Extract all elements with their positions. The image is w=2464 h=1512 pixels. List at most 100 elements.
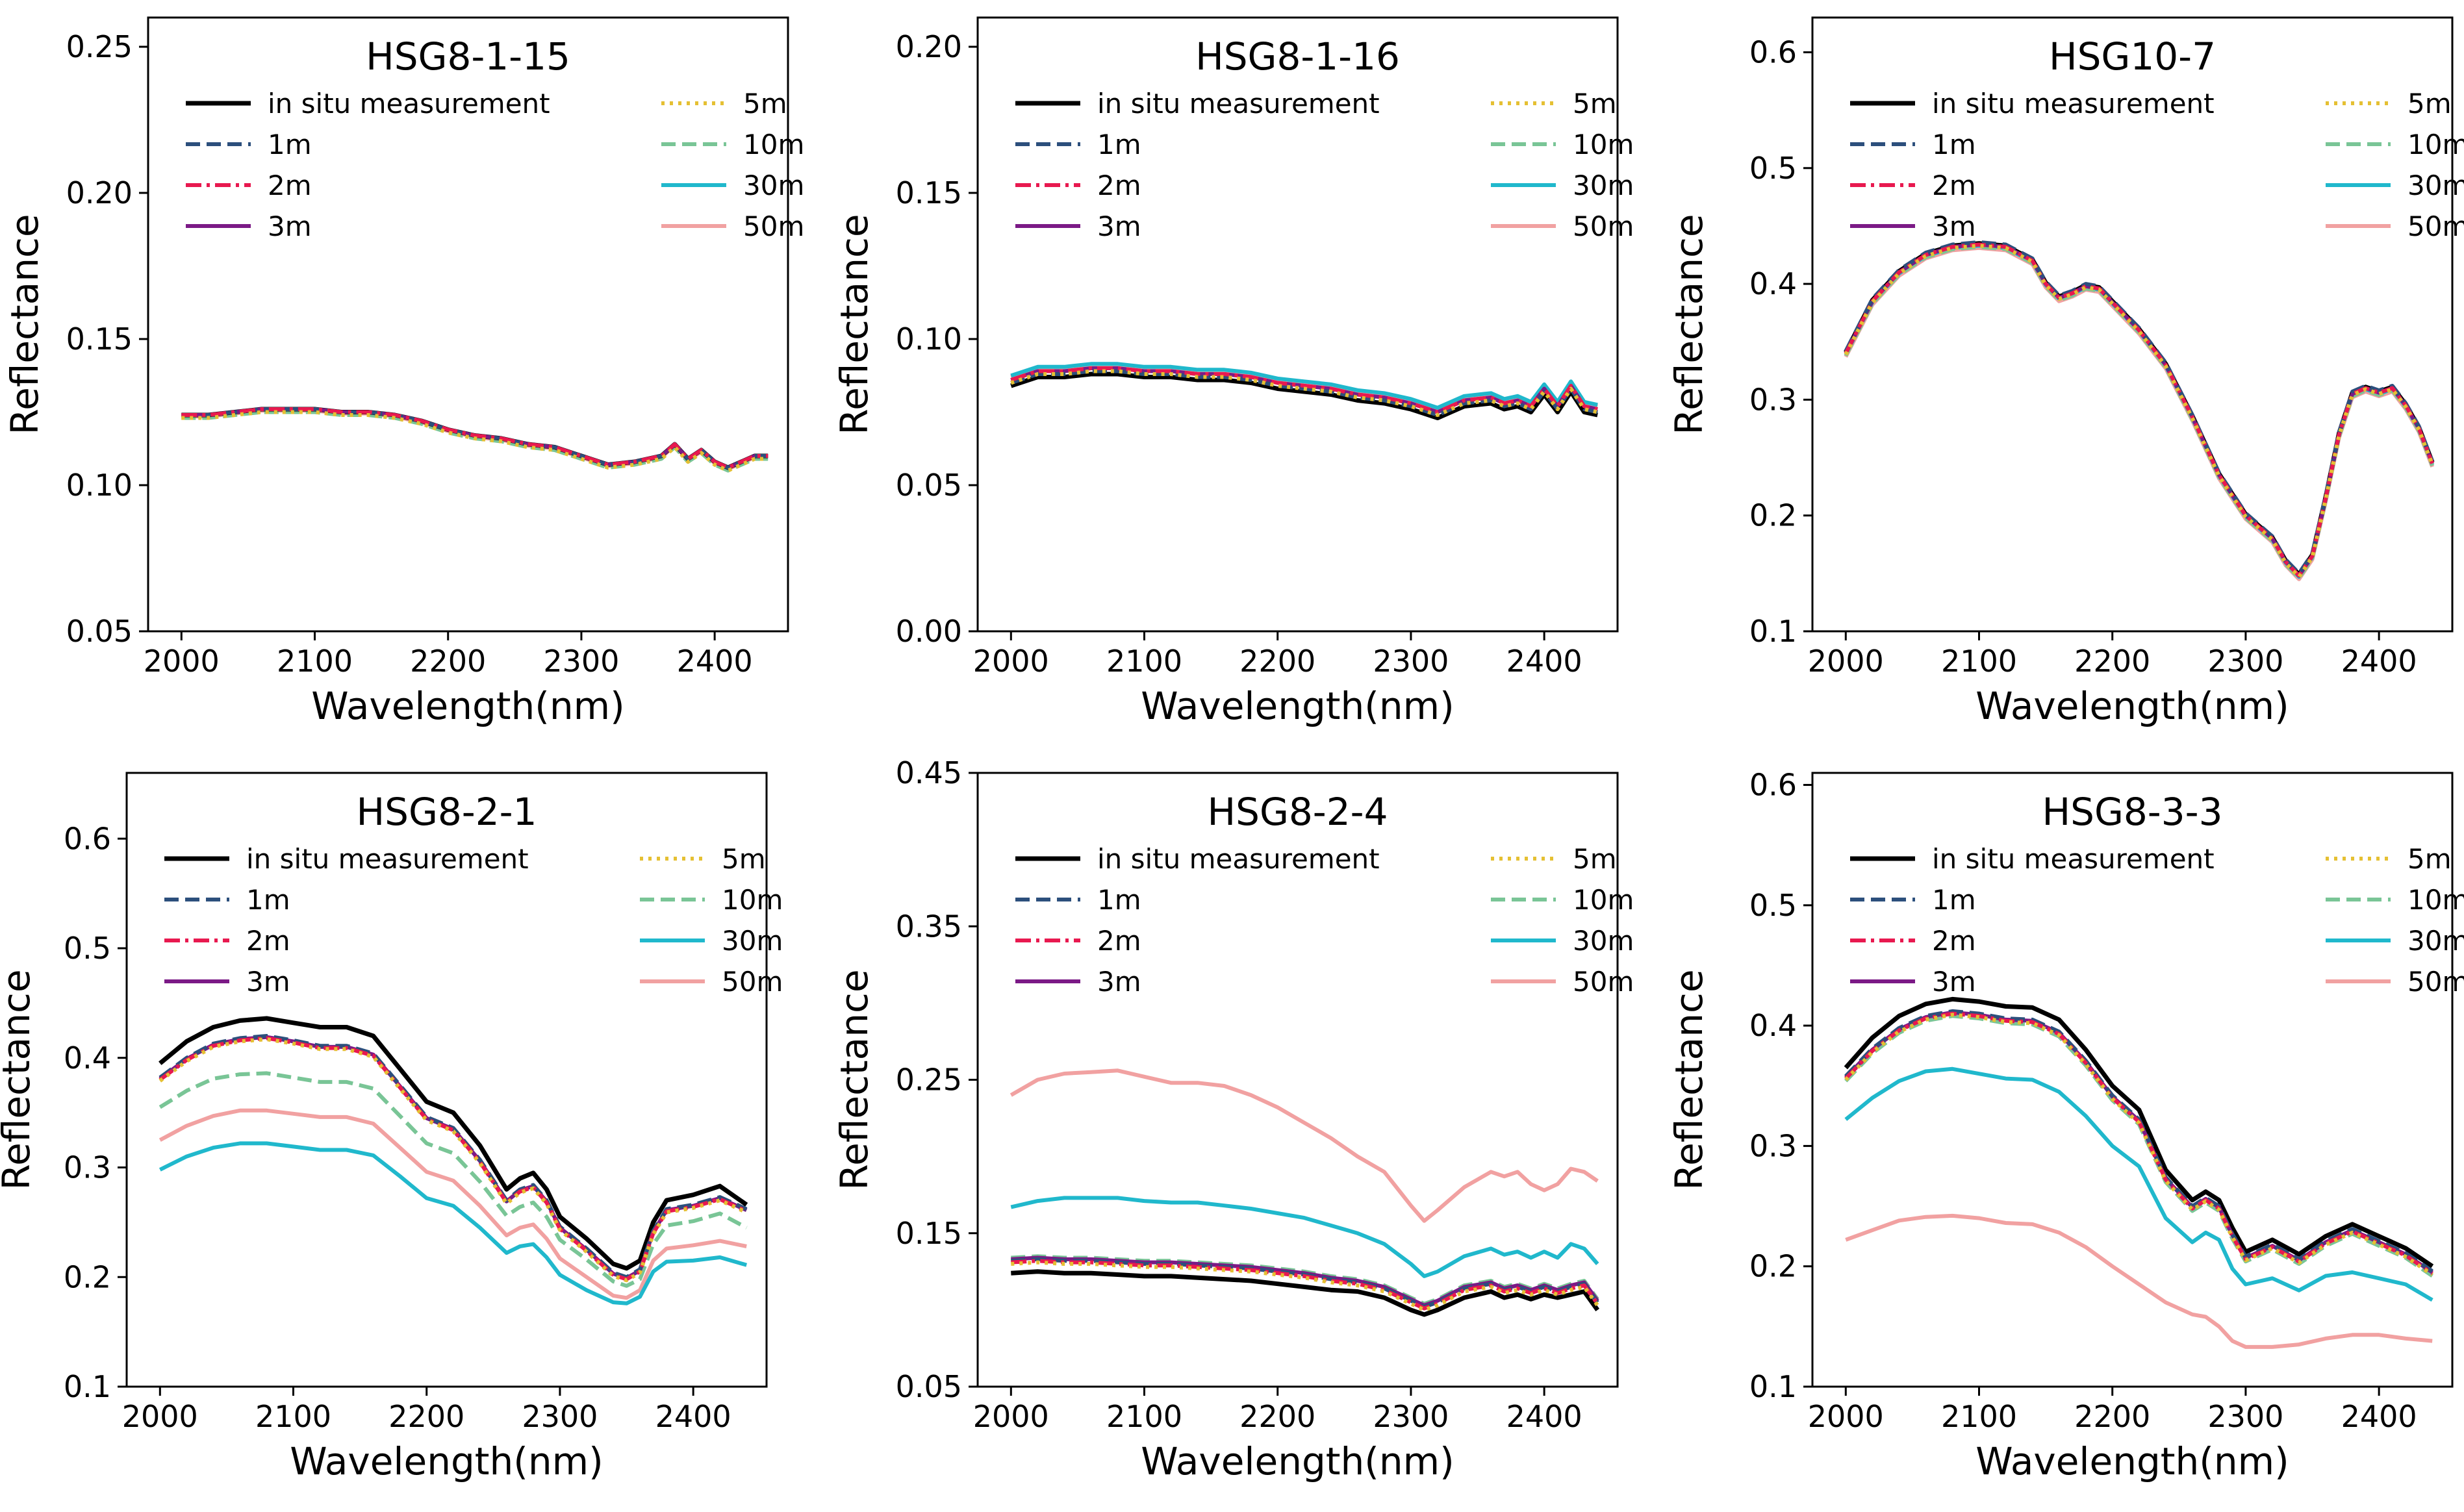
plot-frame (1811, 772, 2454, 1388)
x-tick-label: 2400 (677, 644, 753, 679)
x-tick-label: 2200 (1239, 1399, 1315, 1434)
series-line-10m (181, 410, 768, 473)
chart-panel-4: 2000 2100 2200 2300 2400 0.1 0.2 0.3 0.4 0.5 0.6 Wa… (0, 772, 783, 1483)
chart-title: HSG10-7 (2049, 34, 2216, 79)
legend-label-3m: 3m (1932, 210, 1976, 242)
x-tick-label: 2000 (1808, 644, 1884, 679)
y-tick-label: 0.05 (896, 468, 962, 503)
y-tick-label: 0.5 (64, 931, 111, 966)
chart-title: HSG8-3-3 (2042, 790, 2223, 834)
x-tick-label: 2200 (388, 1399, 464, 1434)
legend-label-3m: 3m (1097, 966, 1141, 998)
y-tick-label: 0.5 (1749, 151, 1797, 186)
y-tick-label: 0.05 (66, 614, 133, 649)
y-tick-label: 0.20 (896, 29, 962, 64)
chart-panel-5: 2000 2100 2200 2300 2400 0.05 0.15 0.25 0.35 0.45… (832, 755, 1634, 1483)
y-tick-label: 0.1 (1749, 1369, 1797, 1404)
legend-label-insitu: in situ measurement (1932, 843, 2215, 875)
legend-label-5m: 5m (1573, 88, 1617, 120)
chart-title: HSG8-1-15 (366, 34, 570, 79)
legend-label-5m: 5m (743, 88, 787, 120)
y-tick-label: 0.2 (1749, 1249, 1797, 1284)
chart-title: HSG8-2-1 (357, 790, 537, 834)
legend-label-insitu: in situ measurement (246, 843, 529, 875)
chart-panel-2: 2000 2100 2200 2300 2400 0.00 0.05 0.10 0.15 0.20… (832, 16, 1634, 728)
x-tick-label: 2100 (1941, 1399, 2017, 1434)
legend-label-30m: 30m (1573, 170, 1634, 201)
x-tick-label: 2400 (655, 1399, 731, 1434)
legend-label-5m: 5m (2407, 88, 2452, 120)
series-line-50m (159, 1108, 747, 1300)
legend-label-10m: 10m (2407, 884, 2464, 916)
legend-label-30m: 30m (722, 925, 783, 957)
chart-panel-3: 2000 2100 2200 2300 2400 0.1 0.2 0.3 0.4 0.5 0.6 Wa… (1667, 16, 2464, 728)
y-tick-label: 0.10 (896, 321, 962, 357)
plot-frame (147, 16, 789, 633)
series-lines (1844, 996, 2434, 1349)
x-tick-label: 2300 (522, 1399, 598, 1434)
series-line-5m (159, 1037, 748, 1283)
series-lines (1010, 1068, 1600, 1317)
legend-label-1m: 1m (1932, 129, 1976, 160)
x-tick-label: 2000 (144, 644, 220, 679)
legend-label-2m: 2m (1932, 170, 1976, 201)
legend-label-30m: 30m (1573, 925, 1634, 957)
y-tick-label: 0.4 (1749, 1008, 1797, 1043)
legend-label-insitu: in situ measurement (1932, 88, 2215, 120)
y-tick-label: 0.4 (1749, 266, 1797, 301)
y-tick-label: 0.4 (64, 1040, 111, 1076)
legend-label-insitu: in situ measurement (268, 88, 550, 120)
legend-label-50m: 50m (1573, 966, 1634, 998)
chart-panel-1: 2000 2100 2200 2300 2400 0.05 0.10 0.15 0.20 0.25… (3, 16, 804, 728)
y-tick-label: 0.3 (64, 1150, 111, 1185)
x-axis-label: Wavelength(nm) (290, 1439, 603, 1483)
x-tick-label: 2100 (255, 1399, 331, 1434)
legend-label-30m: 30m (2407, 925, 2464, 957)
x-axis-label: Wavelength(nm) (311, 684, 625, 728)
legend-label-50m: 50m (2407, 210, 2464, 242)
y-tick-label: 0.1 (1749, 614, 1797, 649)
legend-label-5m: 5m (2407, 843, 2452, 875)
legend-label-10m: 10m (1573, 129, 1634, 160)
x-tick-label: 2000 (973, 1399, 1049, 1434)
legend-label-3m: 3m (246, 966, 290, 998)
plot-frame (125, 772, 768, 1388)
series-lines (1010, 362, 1598, 420)
y-axis-label: Reflectance (832, 214, 876, 435)
x-tick-label: 2100 (277, 644, 353, 679)
legend-label-3m: 3m (1932, 966, 1976, 998)
x-axis-label: Wavelength(nm) (1975, 1439, 2289, 1483)
x-tick-label: 2400 (2341, 1399, 2417, 1434)
x-tick-label: 2300 (2207, 644, 2283, 679)
legend-label-2m: 2m (1097, 170, 1141, 201)
y-tick-label: 0.1 (64, 1369, 111, 1404)
legend-label-1m: 1m (1097, 884, 1141, 916)
series-line-5m (1011, 1260, 1599, 1312)
legend-label-1m: 1m (1097, 129, 1141, 160)
y-tick-label: 0.3 (1749, 382, 1797, 417)
legend-label-50m: 50m (2407, 966, 2464, 998)
plot-frame (1811, 16, 2454, 633)
series-line-50m (1845, 1213, 2433, 1349)
series-line-1m (1010, 369, 1598, 417)
x-tick-label: 2400 (1506, 1399, 1582, 1434)
y-axis-label: Reflectance (832, 969, 876, 1190)
series-line-insitu (1844, 241, 2435, 577)
x-tick-label: 2100 (1106, 644, 1182, 679)
y-tick-label: 0.05 (896, 1369, 962, 1404)
x-tick-label: 2000 (122, 1399, 198, 1434)
legend-label-50m: 50m (743, 210, 804, 242)
series-line-5m (181, 410, 768, 473)
y-tick-label: 0.6 (1749, 34, 1797, 69)
x-tick-label: 2000 (973, 644, 1049, 679)
y-tick-label: 0.6 (1749, 768, 1797, 803)
series-line-30m (1844, 1066, 2433, 1302)
series-line-1m (181, 407, 768, 470)
x-tick-label: 2200 (410, 644, 486, 679)
legend-label-2m: 2m (246, 925, 290, 957)
x-tick-label: 2400 (2341, 644, 2417, 679)
x-axis-label: Wavelength(nm) (1975, 684, 2289, 728)
legend-label-50m: 50m (722, 966, 783, 998)
series-line-50m (1010, 1068, 1599, 1223)
